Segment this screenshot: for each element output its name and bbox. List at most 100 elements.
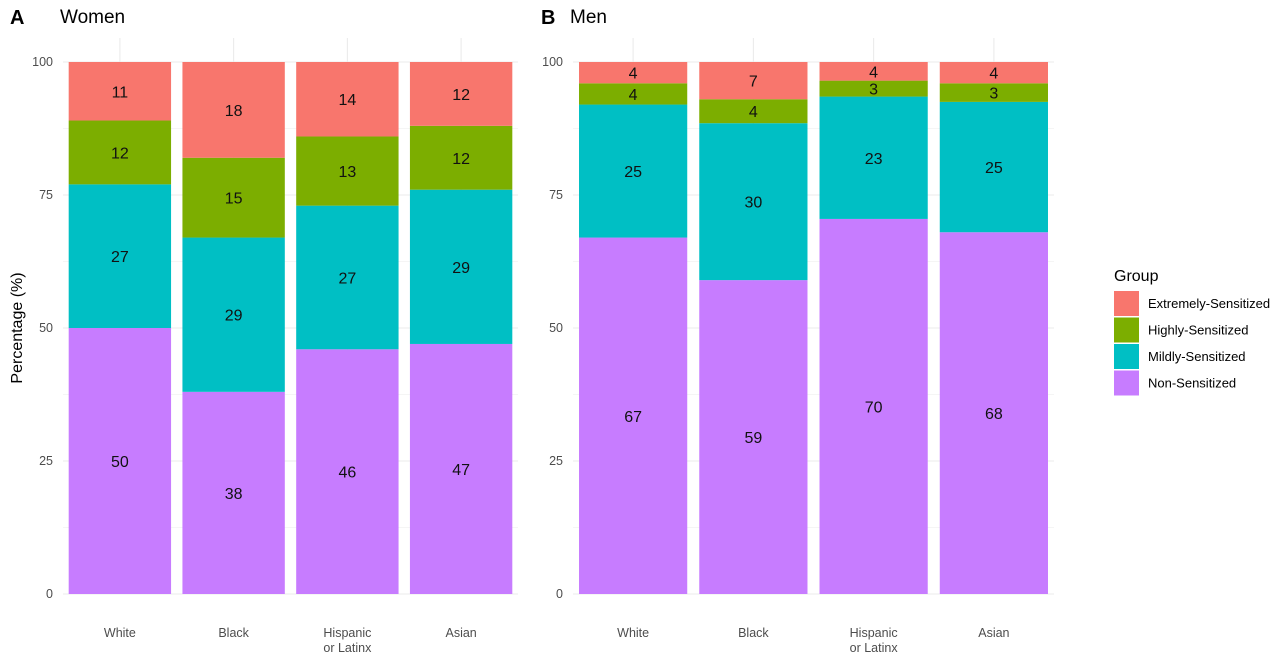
bar-segment-highly-sensitized bbox=[699, 99, 808, 124]
data-label: 29 bbox=[452, 260, 470, 277]
bar-segment-non-sensitized bbox=[819, 218, 928, 594]
legend-swatch bbox=[1114, 344, 1139, 369]
data-label: 46 bbox=[338, 465, 356, 482]
data-label: 67 bbox=[624, 409, 642, 426]
data-label: 12 bbox=[452, 87, 470, 104]
panel-title: Men bbox=[570, 7, 607, 28]
bar-segment-non-sensitized bbox=[699, 280, 808, 594]
data-label: 4 bbox=[749, 104, 758, 121]
legend-swatch bbox=[1114, 317, 1139, 343]
bar-segment-non-sensitized bbox=[939, 232, 1048, 595]
y-tick-label: 50 bbox=[39, 321, 53, 335]
legend-label: Mildly-Sensitized bbox=[1148, 349, 1246, 364]
x-tick-label: Black bbox=[738, 626, 769, 640]
x-tick-label: or Latinx bbox=[323, 641, 372, 655]
bar-segment-extremely-sensitized bbox=[182, 62, 285, 158]
x-tick-label: White bbox=[617, 626, 649, 640]
bar-segment-mildly-sensitized bbox=[819, 96, 928, 219]
data-label: 59 bbox=[744, 430, 762, 447]
bar-segment-non-sensitized bbox=[409, 343, 513, 594]
data-label: 18 bbox=[225, 103, 243, 120]
data-label: 68 bbox=[985, 406, 1003, 423]
data-label: 4 bbox=[869, 64, 878, 81]
bar-segment-extremely-sensitized bbox=[68, 62, 172, 121]
data-label: 25 bbox=[985, 160, 1003, 177]
y-tick-label: 25 bbox=[39, 454, 53, 468]
x-tick-label: White bbox=[104, 626, 136, 640]
bar-segment-highly-sensitized bbox=[819, 80, 928, 97]
y-tick-label: 0 bbox=[556, 587, 563, 601]
bar-segment-extremely-sensitized bbox=[699, 62, 808, 100]
data-label: 30 bbox=[744, 195, 762, 212]
y-tick-label: 25 bbox=[549, 454, 563, 468]
data-label: 12 bbox=[111, 145, 129, 162]
bar-segment-mildly-sensitized bbox=[699, 123, 808, 281]
data-label: 25 bbox=[624, 164, 642, 181]
bar-segment-highly-sensitized bbox=[182, 157, 285, 238]
data-label: 15 bbox=[225, 191, 243, 208]
data-label: 3 bbox=[989, 86, 998, 103]
data-label: 4 bbox=[629, 66, 638, 83]
bar-segment-non-sensitized bbox=[68, 328, 172, 594]
bar-segment-mildly-sensitized bbox=[939, 101, 1048, 233]
legend-swatch bbox=[1114, 291, 1139, 316]
bar-segment-highly-sensitized bbox=[579, 83, 688, 105]
data-label: 4 bbox=[989, 66, 998, 83]
data-label: 11 bbox=[112, 84, 129, 101]
x-tick-label: Black bbox=[218, 626, 249, 640]
bar-segment-highly-sensitized bbox=[409, 125, 513, 190]
legend-label: Highly-Sensitized bbox=[1148, 323, 1248, 338]
bar-segment-non-sensitized bbox=[579, 237, 688, 594]
legend: Group Extremely-Sensitized Highly-Sensitiz… bbox=[1114, 268, 1270, 396]
y-tick-label: 75 bbox=[39, 188, 53, 202]
data-label: 38 bbox=[225, 486, 243, 503]
x-tick-label: Asian bbox=[445, 626, 476, 640]
legend-label: Non-Sensitized bbox=[1148, 376, 1236, 391]
bar-segment-extremely-sensitized bbox=[819, 62, 928, 81]
data-label: 70 bbox=[865, 399, 883, 416]
bar-segment-extremely-sensitized bbox=[939, 62, 1048, 84]
legend-swatch bbox=[1114, 370, 1139, 396]
panel-title: Women bbox=[60, 7, 125, 28]
data-label: 7 bbox=[749, 74, 758, 91]
panel-tag: A bbox=[10, 7, 24, 29]
legend-label: Extremely-Sensitized bbox=[1148, 296, 1270, 311]
data-label: 27 bbox=[338, 270, 356, 287]
legend-title: Group bbox=[1114, 268, 1159, 285]
data-label: 12 bbox=[452, 151, 470, 168]
panel-women: 0 25 50 75 100 50 27 12 11 38 29 15 18 46 27 13 14 47 29 12… bbox=[9, 7, 518, 655]
data-label: 23 bbox=[865, 151, 883, 168]
y-tick-label: 100 bbox=[32, 55, 53, 69]
y-tick-label: 0 bbox=[46, 587, 53, 601]
y-tick-label: 50 bbox=[549, 321, 563, 335]
data-label: 4 bbox=[629, 87, 638, 104]
bar-segment-mildly-sensitized bbox=[579, 104, 688, 238]
bar-segment-mildly-sensitized bbox=[409, 189, 513, 344]
y-axis-label: Percentage (%) bbox=[9, 272, 26, 383]
bar-segment-extremely-sensitized bbox=[409, 62, 513, 126]
x-tick-label: Asian bbox=[978, 626, 1009, 640]
y-tick-label: 100 bbox=[542, 55, 563, 69]
panel-tag: B bbox=[541, 7, 555, 29]
data-label: 13 bbox=[338, 164, 356, 181]
x-tick-label: or Latinx bbox=[850, 641, 899, 655]
bar-segment-highly-sensitized bbox=[296, 136, 399, 206]
bar-segment-mildly-sensitized bbox=[296, 205, 399, 350]
bar-segment-mildly-sensitized bbox=[182, 237, 285, 392]
bar-segment-extremely-sensitized bbox=[579, 62, 688, 84]
bar-segment-non-sensitized bbox=[296, 349, 399, 594]
data-label: 50 bbox=[111, 454, 129, 471]
y-tick-label: 75 bbox=[549, 188, 563, 202]
bar-segment-highly-sensitized bbox=[939, 83, 1048, 102]
data-label: 29 bbox=[225, 308, 243, 325]
data-label: 27 bbox=[111, 249, 129, 266]
data-label: 14 bbox=[338, 92, 356, 109]
bar-segment-non-sensitized bbox=[182, 391, 285, 594]
x-tick-label: Hispanic bbox=[323, 626, 371, 640]
bar-segment-highly-sensitized bbox=[68, 120, 172, 185]
data-label: 3 bbox=[869, 82, 878, 99]
x-tick-label: Hispanic bbox=[850, 626, 898, 640]
bar-segment-mildly-sensitized bbox=[68, 184, 172, 328]
